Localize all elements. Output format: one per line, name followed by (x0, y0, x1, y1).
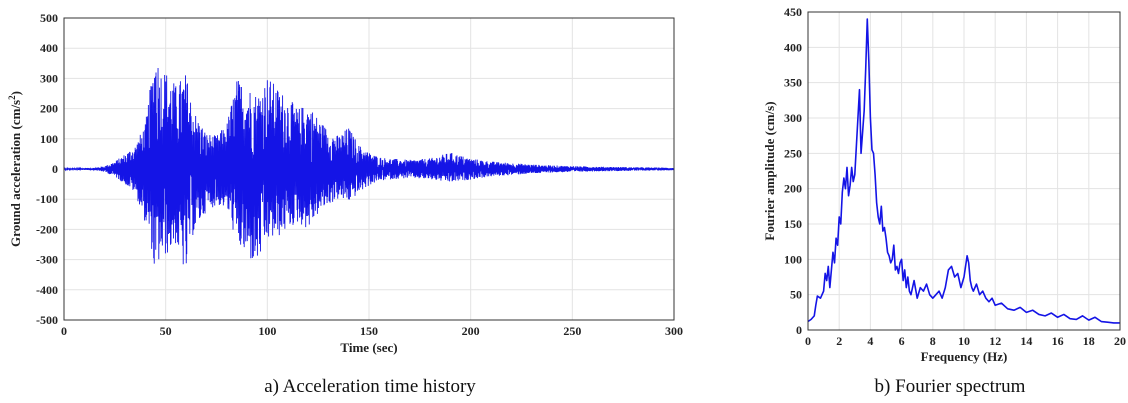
b-x-tick-label: 0 (805, 334, 811, 348)
b-y-tick-label: 350 (784, 76, 802, 90)
a-y-tick-label: -500 (36, 313, 58, 327)
a-x-tick-label: 200 (462, 324, 480, 338)
acceleration-y-axis-label: Ground acceleration (cm/s2) (7, 91, 23, 247)
fourier-x-ticks: 0 2 4 6 8 10 12 14 16 18 20 (805, 334, 1126, 348)
fourier-y-axis-label: Fourier amplitude (cm/s) (762, 101, 777, 240)
acceleration-y-axis-label-exponent: 2 (7, 95, 17, 100)
acceleration-caption: a) Acceleration time history (264, 376, 476, 397)
b-y-tick-label: 200 (784, 182, 802, 196)
a-y-tick-label: 200 (40, 102, 58, 116)
b-y-tick-label: 250 (784, 146, 802, 160)
b-y-tick-label: 50 (790, 288, 802, 302)
acceleration-y-axis-label-close: ) (8, 91, 23, 95)
a-y-tick-label: 300 (40, 71, 58, 85)
b-x-tick-label: 2 (836, 334, 842, 348)
a-x-tick-label: 50 (160, 324, 172, 338)
acceleration-y-axis-label-main: Ground acceleration (cm/s (8, 100, 23, 247)
b-y-tick-label: 100 (784, 252, 802, 266)
a-x-tick-label: 150 (360, 324, 378, 338)
a-x-tick-label: 250 (563, 324, 581, 338)
acceleration-x-axis-label: Time (sec) (340, 340, 397, 355)
b-y-tick-label: 150 (784, 217, 802, 231)
acceleration-chart: 0 50 100 150 200 250 300 -500 -400 -300 -200 -100 0… (7, 11, 683, 397)
b-x-tick-label: 4 (867, 334, 873, 348)
b-x-tick-label: 12 (989, 334, 1001, 348)
b-y-tick-label: 450 (784, 5, 802, 19)
a-x-tick-label: 300 (665, 324, 683, 338)
fourier-chart: 0 2 4 6 8 10 12 14 16 18 20 0 50 100 150 200 250 300 350 4… (762, 5, 1126, 397)
acceleration-x-ticks: 0 50 100 150 200 250 300 (61, 324, 683, 338)
b-x-tick-label: 8 (930, 334, 936, 348)
b-y-tick-label: 0 (796, 323, 802, 337)
a-y-tick-label: -200 (36, 222, 58, 236)
b-y-tick-label: 400 (784, 40, 802, 54)
b-x-tick-label: 20 (1114, 334, 1126, 348)
a-y-tick-label: -100 (36, 192, 58, 206)
b-x-tick-label: 14 (1020, 334, 1032, 348)
b-x-tick-label: 16 (1052, 334, 1064, 348)
fourier-y-ticks: 0 50 100 150 200 250 300 350 400 450 (784, 5, 802, 337)
fourier-plot-frame (807, 11, 1121, 331)
b-y-tick-label: 300 (784, 111, 802, 125)
a-x-tick-label: 100 (258, 324, 276, 338)
acceleration-plot-frame (63, 17, 675, 321)
b-x-tick-label: 18 (1083, 334, 1095, 348)
a-y-tick-label: -300 (36, 253, 58, 267)
a-y-tick-label: -400 (36, 283, 58, 297)
b-x-tick-label: 10 (958, 334, 970, 348)
b-x-tick-label: 6 (899, 334, 905, 348)
acceleration-signal (63, 68, 675, 265)
acceleration-trace (63, 68, 675, 265)
a-y-tick-label: 100 (40, 132, 58, 146)
a-x-tick-label: 0 (61, 324, 67, 338)
acceleration-y-ticks: -500 -400 -300 -200 -100 0 100 200 300 400 500 (36, 11, 58, 327)
a-y-tick-label: 0 (52, 162, 58, 176)
fourier-caption: b) Fourier spectrum (875, 376, 1026, 397)
fourier-x-axis-label: Frequency (Hz) (921, 349, 1008, 364)
a-y-tick-label: 500 (40, 11, 58, 25)
fourier-spectrum-line (807, 18, 1120, 324)
a-y-tick-label: 400 (40, 41, 58, 55)
